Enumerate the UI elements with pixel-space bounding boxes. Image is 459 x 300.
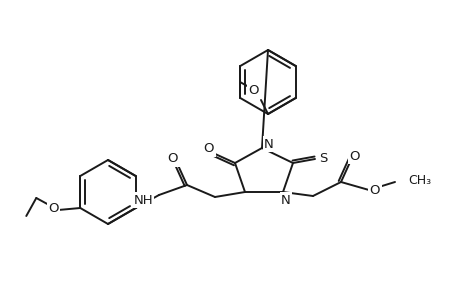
Text: O: O: [168, 152, 178, 166]
Text: O: O: [349, 149, 359, 163]
Text: S: S: [318, 152, 326, 166]
Text: O: O: [48, 202, 58, 214]
Text: CH₃: CH₃: [407, 173, 430, 187]
Text: NH: NH: [133, 194, 153, 206]
Text: O: O: [248, 83, 258, 97]
Text: N: N: [263, 137, 273, 151]
Text: O: O: [369, 184, 380, 196]
Text: N: N: [280, 194, 290, 206]
Text: O: O: [203, 142, 214, 155]
